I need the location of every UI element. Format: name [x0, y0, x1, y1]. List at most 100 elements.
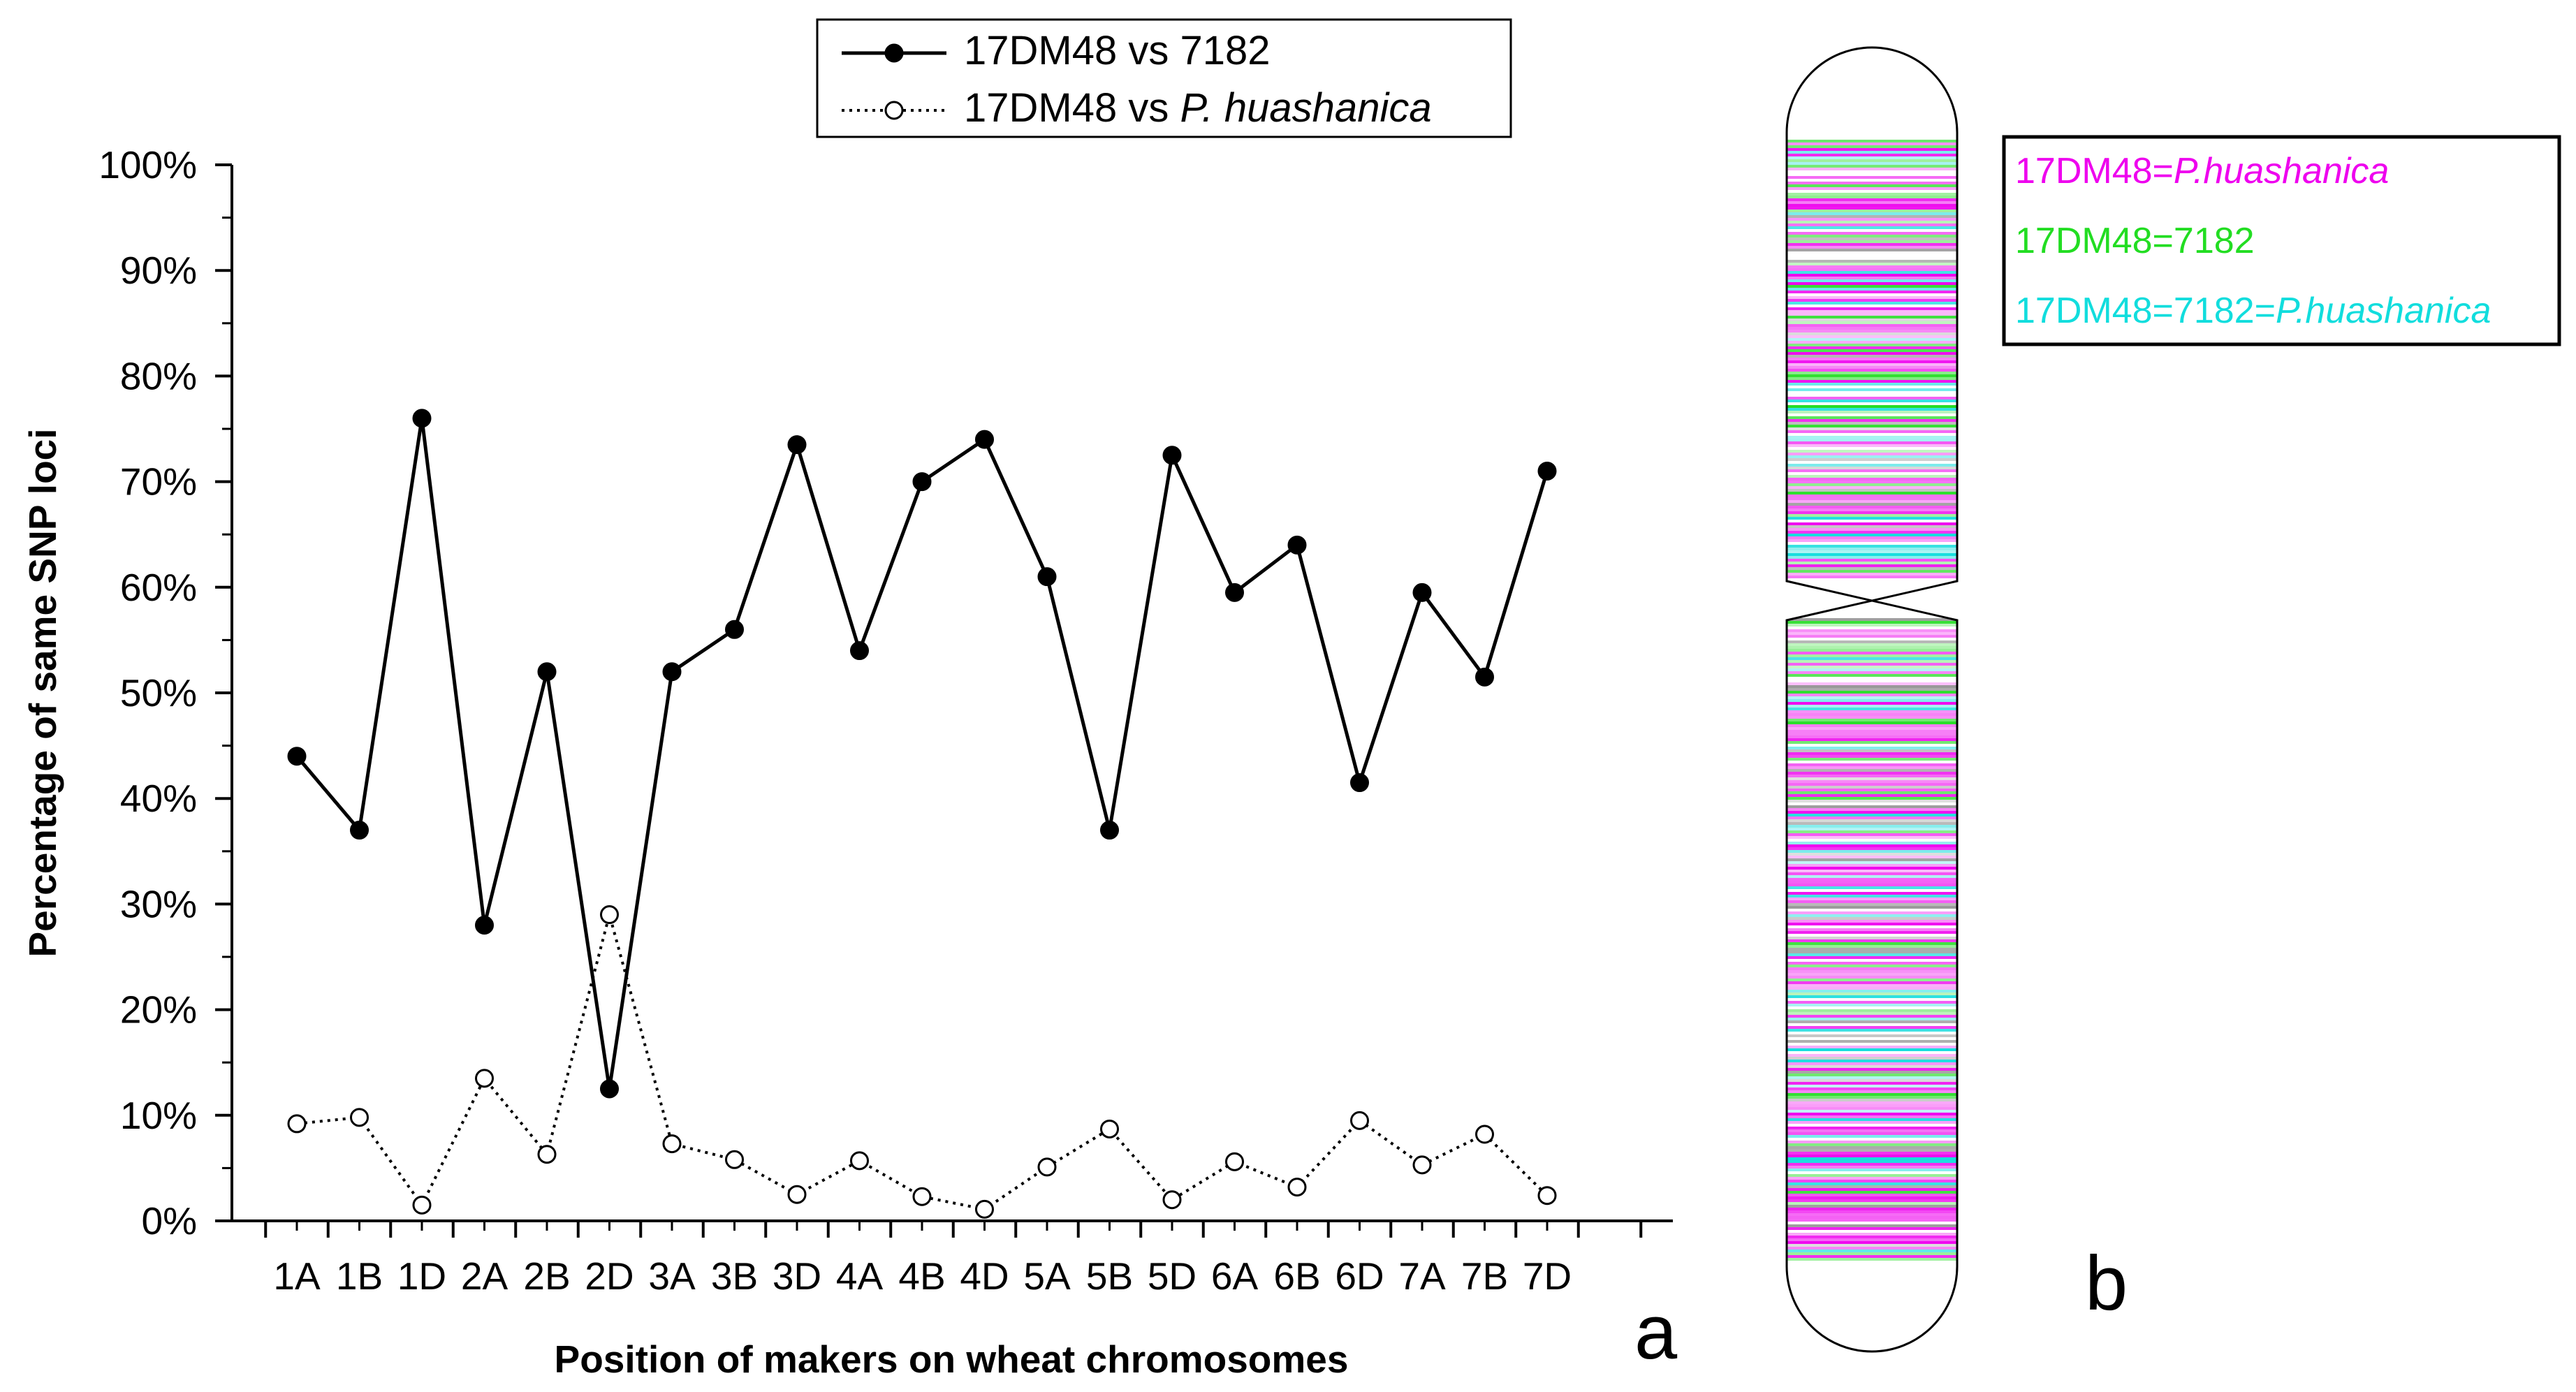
chromosome-band: [1787, 632, 1957, 635]
series-1-point-4D: [975, 430, 994, 449]
chromosome-band: [1787, 349, 1957, 352]
chromosome-band: [1787, 1107, 1957, 1110]
panel-b-chromosome: 17DM48=P.huashanica 17DM48=7182 17DM48=7…: [1785, 46, 2561, 1353]
chromosome-band: [1787, 657, 1957, 660]
chromosome-band: [1787, 235, 1957, 237]
chromosome-band: [1787, 562, 1957, 564]
series-1-point-7A: [1412, 583, 1432, 602]
chromosome-band: [1787, 1244, 1957, 1247]
chromosome-band: [1787, 1199, 1957, 1202]
chromosome-band: [1787, 246, 1957, 249]
legend-marker-series-1: [884, 43, 904, 63]
chromosome-band: [1787, 536, 1957, 539]
series-1-point-4B: [912, 472, 932, 492]
chromosome-band: [1787, 1213, 1957, 1216]
chromosome-band: [1787, 819, 1957, 822]
chromosome-band: [1787, 327, 1957, 330]
chromosome-band: [1787, 408, 1957, 411]
series-1-point-2D: [600, 1079, 619, 1099]
chromosome-band: [1787, 1180, 1957, 1182]
chromosome-band: [1787, 1135, 1957, 1138]
chromosome-band: [1787, 923, 1957, 925]
chromosome-band: [1787, 956, 1957, 959]
x-tick-label: 2D: [585, 1254, 634, 1298]
chromosome-band: [1787, 1146, 1957, 1149]
chromosome-band: [1787, 836, 1957, 839]
chromosome-band: [1787, 481, 1957, 483]
chromosome-band: [1787, 1093, 1957, 1096]
x-tick-label: 1A: [273, 1254, 321, 1298]
chromosome-band: [1787, 1076, 1957, 1079]
chromosome-band: [1787, 1129, 1957, 1132]
series-2-point-5B: [1100, 1119, 1119, 1138]
series-2-point-6A: [1225, 1152, 1244, 1171]
chromosome-band: [1787, 870, 1957, 872]
chromosome-band: [1787, 176, 1957, 179]
series-1-point-6A: [1225, 583, 1244, 602]
chromosome-band: [1787, 649, 1957, 652]
chromosome-band: [1787, 475, 1957, 478]
chromosome-band: [1787, 369, 1957, 372]
chromosome-band: [1787, 310, 1957, 313]
chromosome-band: [1787, 1012, 1957, 1015]
series-2-point-6D: [1350, 1111, 1369, 1130]
chromosome-band: [1787, 713, 1957, 716]
series-1-point-3B: [725, 620, 744, 639]
chromosome-band: [1787, 948, 1957, 951]
x-tick-label: 6D: [1335, 1254, 1384, 1298]
chromosome-band: [1787, 397, 1957, 400]
chromosome-legend: 17DM48=P.huashanica 17DM48=7182 17DM48=7…: [2002, 135, 2561, 346]
chromosome-band: [1787, 422, 1957, 425]
chromosome-band: [1787, 1001, 1957, 1004]
chromosome-band: [1787, 973, 1957, 976]
chromosome-band: [1787, 1174, 1957, 1177]
chromosome-band: [1787, 1101, 1957, 1104]
chromosome-band: [1787, 931, 1957, 934]
chromosome-band: [1787, 441, 1957, 444]
chromosome-band: [1787, 1236, 1957, 1238]
chromosome-band: [1787, 886, 1957, 889]
chromosome-band: [1787, 629, 1957, 632]
panel-label-a: a: [1634, 1289, 1678, 1375]
chromosome-band: [1787, 366, 1957, 369]
chromosome-band: [1787, 207, 1957, 210]
chromosome-band: [1787, 534, 1957, 536]
chromosome-band: [1787, 439, 1957, 441]
chromosome-band: [1787, 822, 1957, 825]
series-2-point-2D: [600, 905, 619, 925]
x-tick-label: 3B: [711, 1254, 758, 1298]
chromosome-band: [1787, 469, 1957, 472]
y-tick-label: 100%: [98, 143, 197, 186]
chromosome-band: [1787, 1166, 1957, 1168]
chromosome-band: [1787, 416, 1957, 419]
chromosome-band: [1787, 444, 1957, 447]
chromosome-band: [1787, 861, 1957, 864]
chromosome-band: [1787, 525, 1957, 528]
chromosome-band: [1787, 1149, 1957, 1152]
chromosome-band: [1787, 789, 1957, 791]
chromosome-band: [1787, 917, 1957, 920]
chromosome-band: [1787, 291, 1957, 293]
chromosome-band: [1787, 884, 1957, 886]
chromosome-band: [1787, 486, 1957, 489]
chromosome-band: [1787, 1004, 1957, 1006]
legend-box: [816, 18, 1512, 138]
chromosome-band: [1787, 573, 1957, 576]
series-layer: [287, 409, 1557, 1219]
chromosome-band: [1787, 738, 1957, 741]
chromosome-legend-item-2: 17DM48=7182: [2015, 221, 2255, 261]
chromosome-band: [1787, 374, 1957, 377]
chromosome-band: [1787, 1247, 1957, 1250]
chromosome-band: [1787, 705, 1957, 708]
chromosome-band: [1787, 730, 1957, 733]
x-tick-label: 7A: [1398, 1254, 1446, 1298]
chromosome-band: [1787, 145, 1957, 148]
chromosome-band: [1787, 1208, 1957, 1210]
chromosome-band: [1787, 875, 1957, 878]
series-2-point-4B: [912, 1187, 932, 1206]
series-1-point-6B: [1287, 535, 1307, 555]
chromosome-band: [1787, 288, 1957, 291]
chromosome-band: [1787, 688, 1957, 691]
chromosome-band: [1787, 769, 1957, 772]
chromosome-band: [1787, 274, 1957, 277]
